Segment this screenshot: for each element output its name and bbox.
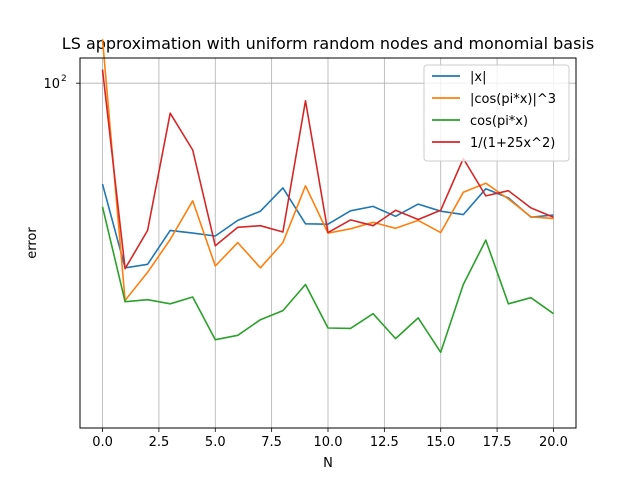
- chart-title: LS approximation with uniform random nod…: [62, 34, 594, 53]
- y-ticks: 10 2: [43, 74, 80, 92]
- x-ticks: 0.0 2.5 5.0 7.5 10.0 12.5 15.0 17.5 20.0: [92, 428, 568, 450]
- x-tick-label: 5.0: [205, 435, 226, 450]
- x-tick-label: 7.5: [261, 435, 282, 450]
- x-tick-label: 17.5: [483, 435, 512, 450]
- series-line: [101, 206, 554, 354]
- legend-label: cos(pi*x): [470, 114, 528, 129]
- x-tick-label: 15.0: [426, 435, 455, 450]
- series-line: [101, 183, 554, 269]
- x-axis-label: N: [323, 456, 333, 471]
- x-tick-label: 2.5: [149, 435, 170, 450]
- legend-label: |x|: [470, 70, 486, 85]
- y-axis-label: error: [25, 227, 40, 259]
- x-tick-label: 0.0: [92, 435, 113, 450]
- x-tick-label: 10.0: [314, 435, 343, 450]
- series-group: [101, 39, 554, 354]
- x-tick-label: 20.0: [539, 435, 568, 450]
- x-tick-label: 12.5: [370, 435, 399, 450]
- legend: |x| |cos(pi*x)|^3 cos(pi*x) 1/(1+25x^2): [423, 64, 570, 162]
- legend-label: |cos(pi*x)|^3: [470, 92, 556, 107]
- legend-box: [423, 64, 570, 162]
- y-tick-label-exponent: 2: [61, 74, 67, 84]
- legend-label: 1/(1+25x^2): [470, 136, 555, 151]
- series-line: [101, 69, 554, 270]
- y-tick-label: 10: [43, 77, 60, 92]
